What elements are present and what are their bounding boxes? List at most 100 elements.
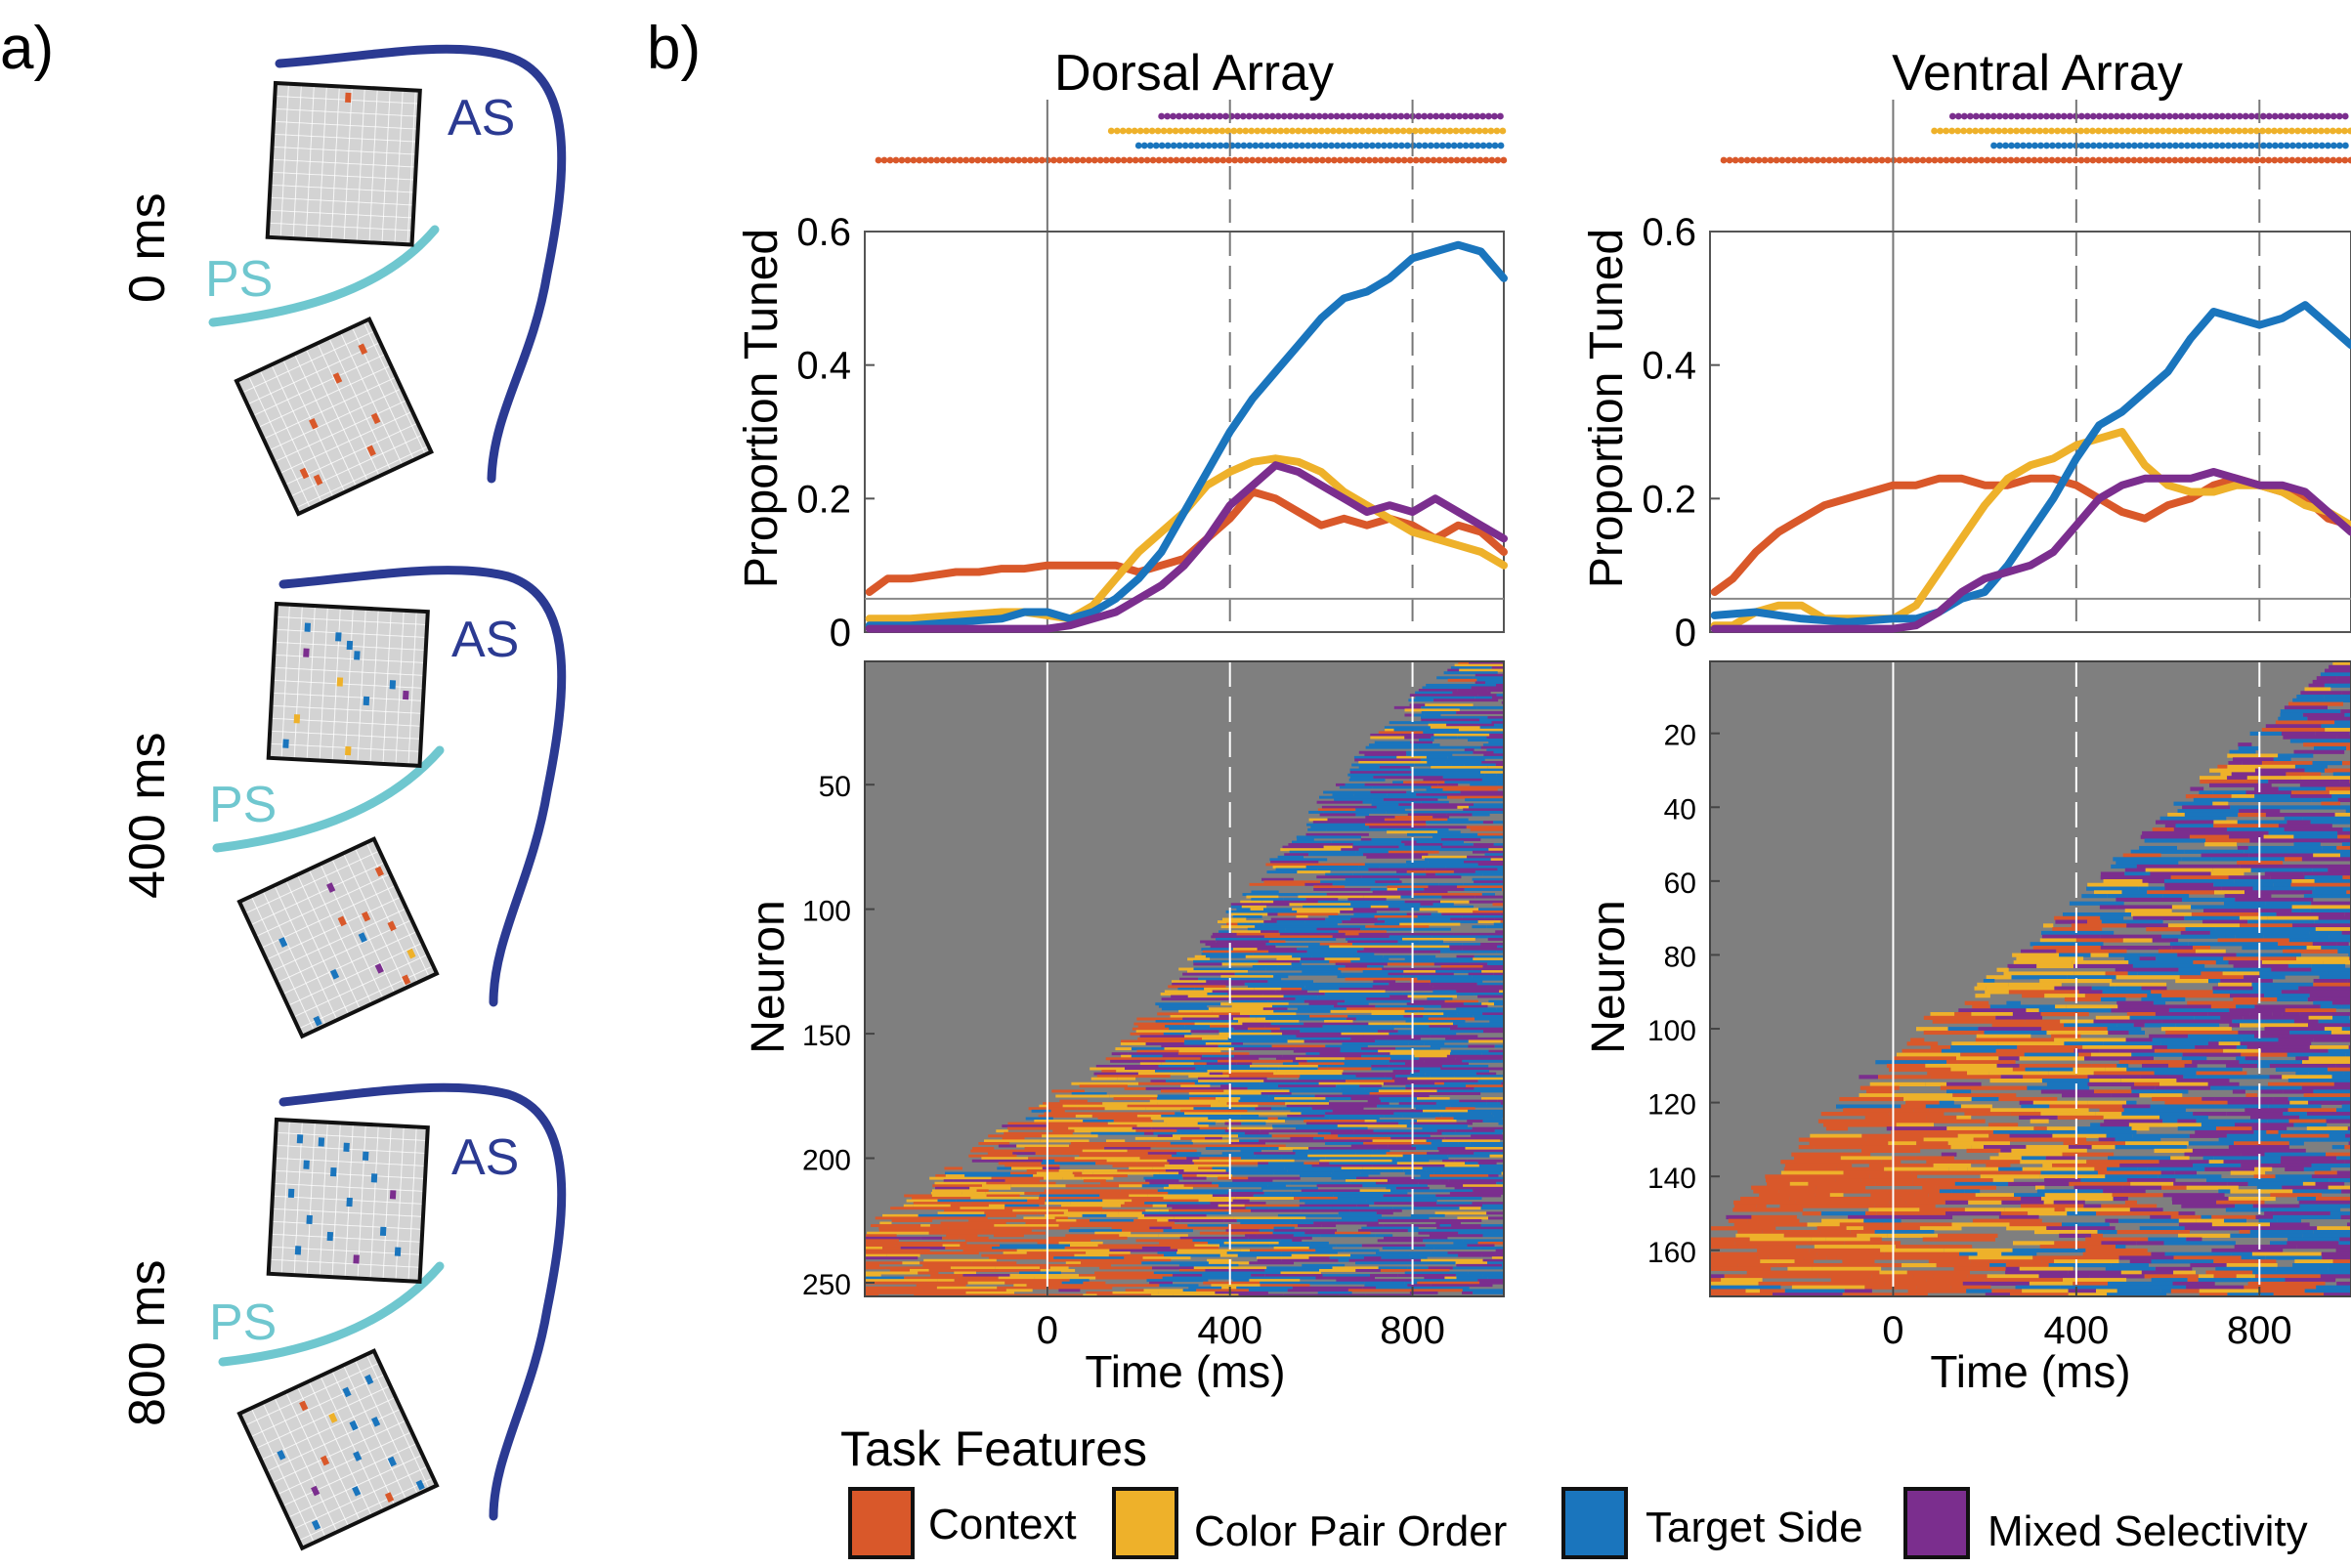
ventral-raster-segment (1760, 1289, 1785, 1293)
dorsal-raster-segment (1197, 1122, 1216, 1125)
ventral-raster-segment (1916, 1285, 1951, 1290)
dorsal-raster-segment (1227, 1126, 1273, 1130)
ventral-raster-segment (2325, 768, 2351, 773)
ventral-raster-segment (2242, 945, 2307, 951)
ventral-raster-segment (2211, 1222, 2271, 1227)
ventral-raster-segment (2262, 905, 2292, 910)
ventral-raster-segment (2055, 1004, 2067, 1009)
dorsal-raster-segment (1430, 982, 1477, 986)
dorsal-raster-segment (1033, 1174, 1075, 1178)
dorsal-raster-segment (1352, 1197, 1412, 1200)
ventral-raster-segment (1938, 1233, 1998, 1238)
dorsal-raster-segment (1242, 1251, 1282, 1255)
dorsal-raster-segment (1062, 1176, 1082, 1180)
ventral-raster-segment (1916, 1141, 1948, 1146)
dorsal-raster-segment (1395, 827, 1449, 831)
dorsal-raster-segment (996, 1129, 1008, 1133)
dorsal-raster-segment (1074, 1174, 1128, 1178)
ventral-raster-segment (2073, 1281, 2108, 1287)
ventral-raster-segment (2168, 1008, 2230, 1013)
dorsal-raster-segment (1338, 967, 1383, 971)
ventral-raster-segment (2084, 994, 2148, 998)
ventral-onset-dots-color-pair-order (1931, 127, 2351, 135)
dorsal-raster-segment (1293, 1049, 1341, 1053)
dorsal-raster-segment (1333, 1194, 1384, 1198)
ventral-raster-segment (2313, 982, 2351, 987)
ventral-raster-segment (2192, 1060, 2240, 1065)
dorsal-raster-segment (1352, 943, 1398, 946)
ventral-raster-segment (2015, 1285, 2061, 1290)
ventral-raster-segment (2336, 1281, 2351, 1287)
dorsal-raster-segment (1340, 1047, 1361, 1051)
ventral-raster-segment (2036, 963, 2073, 969)
ventral-raster-segment (2107, 1027, 2142, 1032)
dorsal-raster-segment (1346, 1179, 1388, 1183)
ventral-raster-segment (2278, 1038, 2314, 1042)
ventral-raster-segment (1891, 1129, 1948, 1135)
ventral-raster-segment (2336, 1156, 2351, 1161)
ventral-raster-segment (2215, 927, 2263, 932)
dorsal-raster-segment (1308, 818, 1328, 822)
dorsal-electrode-grid (266, 1117, 430, 1284)
ventral-raster-segment (2005, 1262, 2049, 1268)
dorsal-raster-segment (1465, 1147, 1504, 1151)
dorsal-raster-segment (1320, 880, 1376, 884)
ventral-raster-segment (2028, 1211, 2068, 1216)
ventral-raster-segment (2218, 982, 2252, 987)
dorsal-electrode-grid (265, 80, 422, 247)
ventral-raster-segment (1783, 1166, 1837, 1171)
ventral-raster-segment (1724, 1274, 1742, 1279)
dorsal-raster-segment (1315, 1249, 1345, 1252)
dorsal-raster-segment (1069, 1144, 1110, 1148)
ventral-raster-segment (1734, 1241, 1808, 1246)
ventral-raster-segment (2210, 871, 2244, 876)
time-label-400ms: 400 ms (119, 732, 176, 899)
ventral-raster-segment (2100, 934, 2162, 939)
dorsal-raster-segment (1397, 1274, 1456, 1278)
dorsal-raster-segment (1411, 932, 1454, 936)
ventral-raster-segment (2302, 816, 2351, 821)
ps-sulcus-curve (208, 225, 440, 327)
ventral-raster-segment (1902, 1262, 1937, 1268)
ventral-raster-segment (2162, 1119, 2178, 1123)
dorsal-raster-segment (1462, 948, 1504, 952)
dorsal-raster-segment (1159, 1284, 1199, 1288)
dorsal-raster-segment (932, 1189, 977, 1193)
dorsal-raster-segment (1178, 1049, 1221, 1053)
ventral-raster-segment (2273, 1208, 2341, 1212)
ventral-raster-segment (2336, 735, 2351, 740)
dorsal-raster-segment (1308, 1002, 1338, 1006)
dorsal-raster-segment (1402, 1154, 1448, 1158)
dorsal-raster-segment (1364, 753, 1407, 757)
ventral-raster-segment (2020, 1160, 2087, 1165)
dorsal-raster-segment (1244, 982, 1317, 986)
ventral-raster-segment (2062, 1152, 2115, 1157)
dorsal-raster-segment (1407, 1077, 1480, 1081)
ventral-raster-segment (2201, 1096, 2215, 1102)
ventral-raster-segment (1892, 1214, 1953, 1220)
dorsal-raster-segment (1305, 898, 1339, 902)
ventral-raster-segment (2294, 764, 2328, 769)
ventral-raster-segment (2302, 864, 2351, 869)
dorsal-raster-segment (1480, 771, 1504, 775)
ventral-raster-segment (2259, 975, 2286, 980)
dorsal-raster-segment (1155, 1144, 1222, 1148)
dorsal-raster-segment (970, 1202, 1016, 1206)
ventral-raster-segment (1943, 1156, 1954, 1161)
dorsal-raster-segment (1131, 1075, 1171, 1079)
dorsal-raster-segment (1228, 1112, 1302, 1116)
dorsal-raster-segment (1377, 1147, 1417, 1151)
ventral-raster-segment (2052, 1133, 2107, 1138)
dorsal-raster-segment (1429, 1025, 1458, 1029)
ventral-raster-segment (2120, 1079, 2177, 1083)
dorsal-raster-segment (1104, 1147, 1151, 1151)
ventral-raster-segment (2206, 1178, 2278, 1183)
ventral-raster-segment (2246, 776, 2301, 781)
dorsal-raster-segment (1501, 1081, 1504, 1085)
ventral-raster-segment (2348, 1045, 2351, 1050)
ventral-raster-segment (2332, 1259, 2351, 1264)
ventral-raster-segment (2344, 712, 2351, 718)
ventral-raster-segment (2184, 915, 2240, 920)
dorsal-raster-segment (902, 1261, 920, 1265)
ventral-raster-segment (2038, 1008, 2112, 1013)
